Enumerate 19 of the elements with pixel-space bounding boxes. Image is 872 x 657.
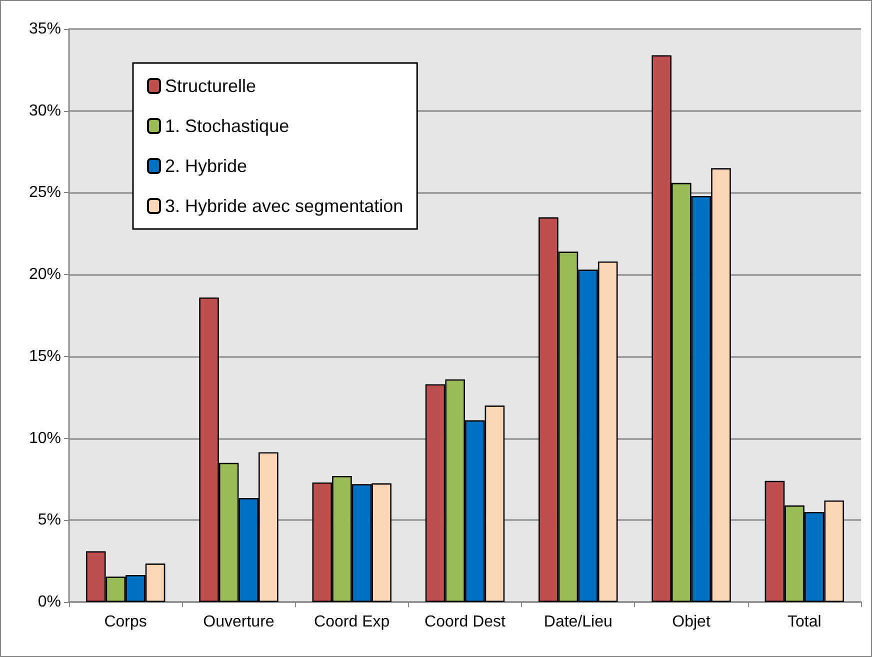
legend-label: Structurelle bbox=[165, 76, 256, 96]
x-tick-label: Total bbox=[788, 614, 822, 630]
legend-label: 1. Stochastique bbox=[165, 116, 290, 136]
y-tick-label: 15% bbox=[28, 348, 61, 365]
x-tick-label: Coord Exp bbox=[314, 614, 390, 630]
x-tick-label: Corps bbox=[104, 614, 147, 630]
y-tick-label: 0% bbox=[38, 594, 61, 610]
x-tick-label: Date/Lieu bbox=[544, 614, 612, 630]
legend-label: 2. Hybride bbox=[165, 156, 248, 176]
x-tick-label: Objet bbox=[672, 614, 711, 630]
y-tick-label: 35% bbox=[28, 20, 61, 38]
y-tick-label: 20% bbox=[28, 266, 61, 284]
y-tick-label: 10% bbox=[28, 430, 61, 447]
legend-label: 3. Hybride avec segmentation bbox=[165, 196, 404, 216]
x-tick-label: Coord Dest bbox=[424, 614, 506, 630]
x-tick-label: Ouverture bbox=[203, 614, 274, 630]
y-tick-label: 5% bbox=[38, 512, 61, 529]
y-tick-label: 25% bbox=[28, 184, 61, 202]
y-tick-label: 30% bbox=[28, 102, 61, 120]
